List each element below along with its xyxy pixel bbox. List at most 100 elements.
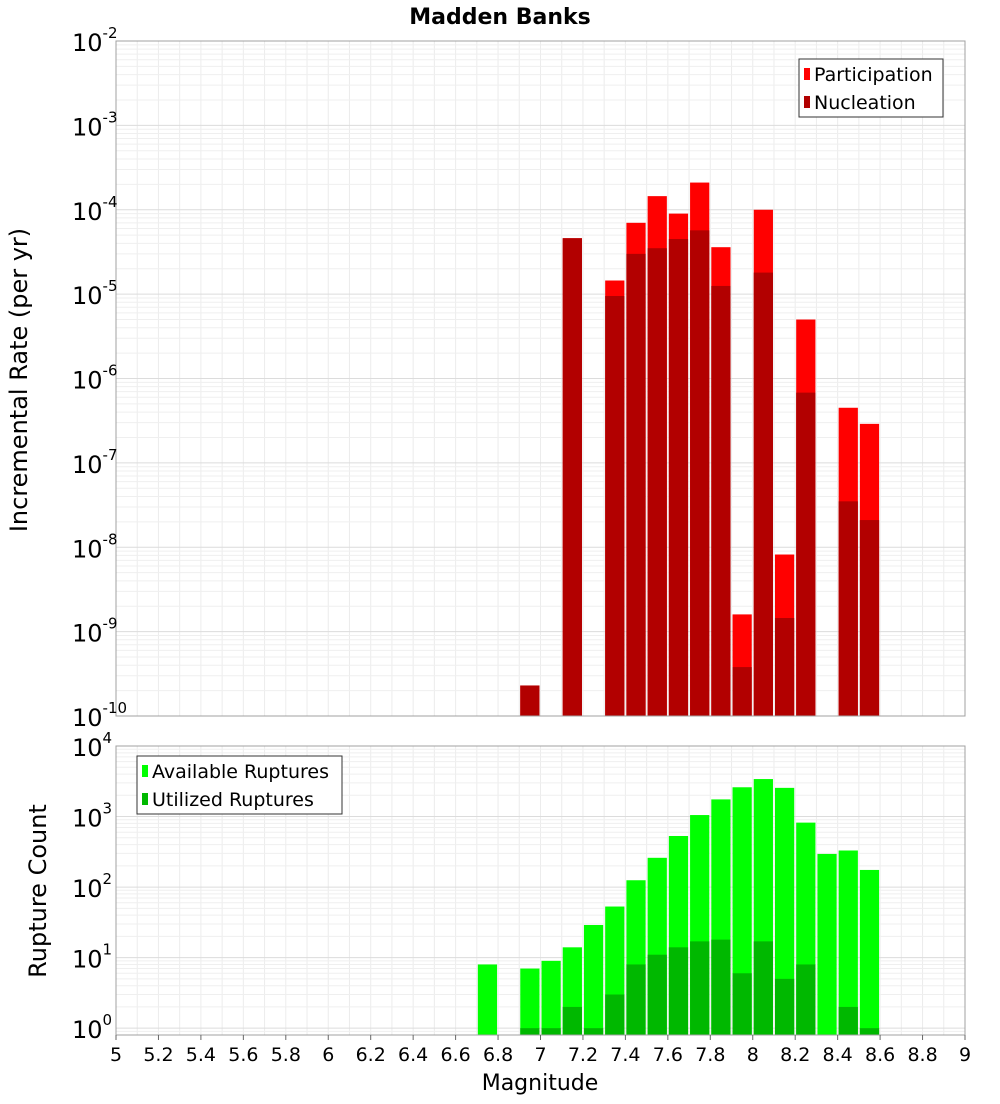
x-tick-label: 7.6 <box>653 1044 683 1066</box>
x-tick-label: 7.2 <box>568 1044 598 1066</box>
bar-available-ruptures <box>541 960 561 1035</box>
legend-label: Nucleation <box>814 92 916 114</box>
y-tick-exponent: 3 <box>103 800 113 818</box>
bar-utilized-ruptures <box>732 973 752 1035</box>
y-tick-label: 102 <box>72 870 112 903</box>
bar-nucleation <box>520 685 540 716</box>
legend-swatch <box>804 96 810 108</box>
y-tick-exponent: -8 <box>103 530 118 548</box>
x-axis-label: Magnitude <box>482 1071 599 1096</box>
y-tick-label: 10-8 <box>72 530 118 563</box>
x-tick-label: 5.8 <box>271 1044 301 1066</box>
bar-nucleation <box>647 248 667 717</box>
x-tick-label: 6.2 <box>356 1044 386 1066</box>
bar-available-ruptures <box>817 853 837 1035</box>
bar-utilized-ruptures <box>647 954 667 1035</box>
bar-available-ruptures <box>583 925 604 1035</box>
x-tick-label: 5 <box>110 1044 122 1066</box>
bar-nucleation <box>838 501 858 716</box>
y-tick-base: 10 <box>72 620 103 648</box>
legend-label: Utilized Ruptures <box>152 789 314 811</box>
x-tick-label: 6.8 <box>483 1044 513 1066</box>
bottom-panel-legend-box <box>136 755 343 815</box>
x-tick-label: 7.8 <box>695 1044 725 1066</box>
top-panel-bars <box>520 182 880 717</box>
y-axis-label-bottom: Rupture Count <box>24 804 52 978</box>
y-tick-exponent: -6 <box>103 362 118 380</box>
y-tick-base: 10 <box>72 451 103 479</box>
y-tick-base: 10 <box>72 875 103 903</box>
bar-nucleation <box>605 296 625 716</box>
legend-label: Available Ruptures <box>152 761 329 783</box>
y-tick-base: 10 <box>72 1016 103 1044</box>
bar-utilized-ruptures <box>774 978 795 1035</box>
x-tick-label: 8.2 <box>780 1044 810 1066</box>
y-tick-base: 10 <box>72 282 103 310</box>
y-tick-exponent: -4 <box>103 193 118 211</box>
x-tick-label: 6.4 <box>398 1044 428 1066</box>
y-tick-label: 10-6 <box>72 362 118 395</box>
top-panel-plot-border <box>115 40 966 717</box>
bar-utilized-ruptures <box>711 939 731 1035</box>
x-tick-label: 9 <box>959 1044 971 1066</box>
y-tick-exponent: 1 <box>103 941 113 959</box>
y-tick-exponent: -7 <box>103 446 118 464</box>
bar-available-ruptures <box>732 787 752 1035</box>
bar-nucleation <box>711 285 731 716</box>
y-tick-base: 10 <box>72 704 103 732</box>
bar-nucleation <box>774 618 795 716</box>
y-tick-label: 10-9 <box>72 615 118 648</box>
bar-available-ruptures <box>838 850 858 1035</box>
bar-utilized-ruptures <box>520 1028 540 1035</box>
bar-utilized-ruptures <box>690 941 710 1035</box>
bar-utilized-ruptures <box>541 1028 561 1035</box>
y-tick-label: 10-7 <box>72 446 118 479</box>
y-tick-label: 101 <box>72 941 112 974</box>
legend-label: Participation <box>814 64 933 86</box>
y-tick-label: 10-2 <box>72 24 118 57</box>
y-tick-exponent: -2 <box>103 24 118 42</box>
x-tick-label: 6 <box>322 1044 334 1066</box>
bottom-panel-bars <box>477 779 880 1035</box>
y-tick-label: 10-3 <box>72 108 118 141</box>
y-tick-base: 10 <box>72 805 103 833</box>
y-tick-base: 10 <box>72 946 103 974</box>
bar-utilized-ruptures <box>838 1006 858 1035</box>
y-tick-label: 104 <box>72 729 112 762</box>
y-tick-label: 10-10 <box>72 699 127 732</box>
top-panel-y-ticks: 10-210-310-410-510-610-710-810-910-10 <box>72 24 127 732</box>
y-tick-exponent: -10 <box>103 699 128 717</box>
bar-nucleation <box>690 230 710 716</box>
y-tick-exponent: 4 <box>103 729 113 747</box>
y-tick-base: 10 <box>72 29 103 57</box>
bar-nucleation <box>626 253 646 716</box>
x-tick-label: 5.2 <box>143 1044 173 1066</box>
y-tick-base: 10 <box>72 113 103 141</box>
legend-swatch <box>804 68 810 80</box>
bar-utilized-ruptures <box>562 1006 582 1035</box>
x-tick-label: 8 <box>747 1044 759 1066</box>
y-tick-exponent: 0 <box>103 1011 113 1029</box>
bottom-panel-legend: Available Ruptures Utilized Ruptures <box>136 755 343 815</box>
bar-nucleation <box>562 238 582 716</box>
bar-available-ruptures <box>477 964 498 1035</box>
x-tick-label: 8.8 <box>907 1044 937 1066</box>
y-tick-label: 10-4 <box>72 193 118 226</box>
bar-utilized-ruptures <box>583 1028 604 1035</box>
y-tick-exponent: -9 <box>103 615 118 633</box>
bar-available-ruptures <box>520 968 540 1035</box>
bar-utilized-ruptures <box>668 947 689 1035</box>
bar-nucleation <box>859 520 880 716</box>
x-tick-label: 8.6 <box>865 1044 895 1066</box>
y-tick-exponent: -3 <box>103 108 118 126</box>
x-tick-label: 8.4 <box>823 1044 853 1066</box>
legend-swatch <box>142 765 148 777</box>
bar-utilized-ruptures <box>753 941 773 1035</box>
x-tick-label: 7 <box>534 1044 546 1066</box>
y-tick-base: 10 <box>72 734 103 762</box>
y-tick-base: 10 <box>72 198 103 226</box>
top-panel-legend: Participation Nucleation <box>798 58 944 118</box>
x-tick-label: 7.4 <box>610 1044 640 1066</box>
